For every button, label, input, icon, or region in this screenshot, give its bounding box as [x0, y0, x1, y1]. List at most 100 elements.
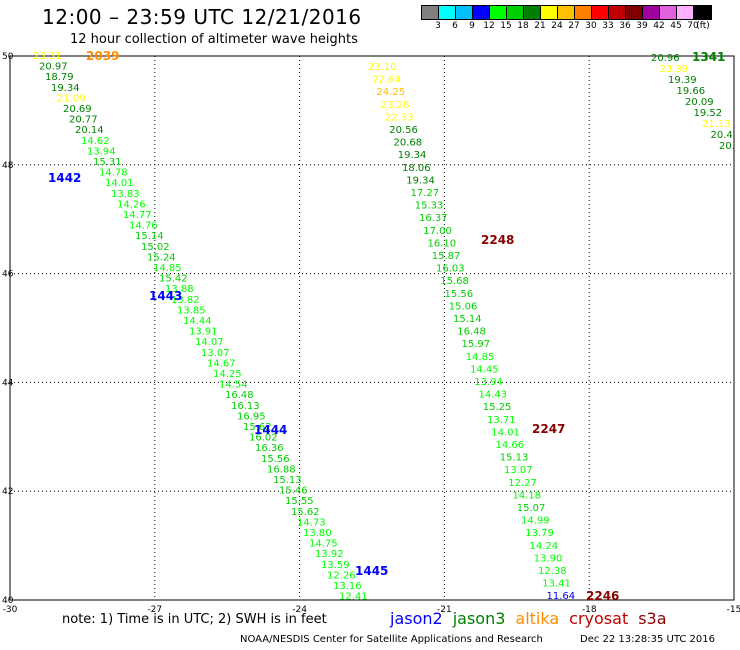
- lat-tick-label: 40: [2, 596, 14, 606]
- swh-value: 23.31: [33, 51, 62, 62]
- swh-value: 14.62: [81, 136, 110, 147]
- swh-value: 15.33: [415, 201, 444, 212]
- swh-value: 15.24: [147, 252, 176, 263]
- swh-value: 13.88: [165, 284, 194, 295]
- swh-value: 15.56: [445, 289, 474, 300]
- lat-tick-label: 42: [2, 487, 13, 497]
- swh-value: 15.13: [500, 453, 529, 464]
- swh-value: 19.39: [668, 75, 697, 86]
- legend-tick: 45: [670, 21, 682, 31]
- legend-tick: 70: [687, 21, 699, 31]
- swh-value: 16.02: [249, 433, 278, 444]
- footnote: note: 1) Time is in UTC; 2) SWH is in fe…: [62, 612, 327, 627]
- swh-value: 14.75: [309, 539, 338, 550]
- swh-value: 13.41: [542, 579, 571, 590]
- swh-value: 14.85: [466, 352, 495, 363]
- satellite-legend-item: jason3: [452, 609, 506, 628]
- legend-swatch: [439, 6, 456, 19]
- swh-value: 15.62: [243, 422, 272, 433]
- swh-value: 13.82: [171, 295, 200, 306]
- legend-swatch: [660, 6, 677, 19]
- swh-value: 19.34: [51, 83, 80, 94]
- swh-value: 14.77: [123, 210, 152, 221]
- swh-value: 20.68: [394, 138, 423, 149]
- satellite-legend-item: altika: [515, 609, 560, 628]
- swh-value: 13.16: [333, 581, 362, 592]
- swh-value: 24.25: [377, 87, 406, 98]
- swh-value: 15.13: [273, 475, 302, 486]
- swh-value: 16.48: [457, 327, 486, 338]
- swh-value: 15.68: [440, 276, 469, 287]
- swh-value: 16.48: [225, 390, 254, 401]
- swh-value: 15.46: [279, 486, 308, 497]
- lon-tick-label: -30: [3, 605, 18, 615]
- swh-value: 22.64: [372, 75, 401, 86]
- color-scale-legend: [421, 5, 712, 20]
- satellite-legend-item: cryosat: [569, 609, 629, 628]
- lat-tick-label: 44: [2, 378, 14, 388]
- legend-swatch: [456, 6, 473, 19]
- pass-time-label: 1442: [48, 171, 81, 185]
- legend-swatch: [490, 6, 507, 19]
- swh-value: 15.06: [449, 301, 478, 312]
- swh-value: 14.66: [496, 440, 525, 451]
- swh-value: 19.34: [398, 150, 427, 161]
- swh-value: 14.85: [153, 263, 182, 274]
- plot-frame: [9, 55, 735, 601]
- legend-tick: 36: [619, 21, 631, 31]
- swh-value: 23.10: [368, 62, 397, 73]
- lon-tick-label: -24: [292, 605, 307, 615]
- swh-value: 16.37: [419, 213, 448, 224]
- swh-value: 15.87: [432, 251, 461, 262]
- satellite-legend: jason2 jason3 altika cryosat s3a: [390, 609, 667, 628]
- pass-time-label: 1445: [355, 564, 388, 578]
- legend-swatch: [473, 6, 490, 19]
- swh-value: 15.55: [285, 496, 314, 507]
- swh-value: 16.95: [237, 411, 266, 422]
- swh-value: 19.66: [677, 86, 706, 97]
- legend-tick: 18: [517, 21, 529, 31]
- swh-value: 20.56: [389, 125, 418, 136]
- legend-tick: (ft): [696, 21, 710, 31]
- swh-value: 14.43: [479, 390, 508, 401]
- legend-tick: 15: [500, 21, 512, 31]
- swh-value: 15.14: [135, 231, 164, 242]
- legend-tick: 42: [653, 21, 665, 31]
- swh-value: 13.92: [315, 549, 344, 560]
- swh-value: 12.26: [327, 570, 356, 581]
- swh-value: 13.79: [525, 528, 554, 539]
- swh-value: 14.99: [521, 516, 550, 527]
- swh-value: 14.26: [117, 199, 146, 210]
- swh-value: 12.38: [538, 566, 567, 577]
- swh-value: 15.42: [159, 274, 188, 285]
- swh-value: 13.07: [504, 465, 533, 476]
- swh-value: 17.00: [423, 226, 452, 237]
- swh-value: 20.09: [685, 97, 714, 108]
- swh-value: 20.97: [39, 62, 68, 73]
- swh-value: 15.97: [462, 339, 491, 350]
- legend-swatch: [592, 6, 609, 19]
- swh-value: 14.45: [470, 364, 499, 375]
- generated-timestamp: Dec 22 13:28:35 UTC 2016: [580, 634, 715, 645]
- swh-value: 20.77: [69, 115, 98, 126]
- swh-value: 16.13: [231, 401, 260, 412]
- swh-value: 20.69: [63, 104, 92, 115]
- legend-tick: 30: [585, 21, 597, 31]
- legend-swatch: [626, 6, 643, 19]
- lon-tick-label: -21: [437, 605, 452, 615]
- legend-swatch: [609, 6, 626, 19]
- legend-swatch: [524, 6, 541, 19]
- swh-value: 21.13: [702, 119, 731, 130]
- swh-value: 23.28: [381, 100, 410, 111]
- swh-value: 15.62: [291, 507, 320, 518]
- satellite-legend-item: s3a: [638, 609, 667, 628]
- lat-tick-label: 50: [2, 52, 14, 62]
- legend-tick: 24: [551, 21, 563, 31]
- pass-time-label: 2247: [532, 422, 565, 436]
- swh-value: 16.03: [436, 264, 465, 275]
- swh-value: 13.83: [111, 189, 140, 200]
- lon-tick-label: -15: [727, 605, 740, 615]
- swh-value: 14.44: [183, 316, 212, 327]
- legend-swatch: [558, 6, 575, 19]
